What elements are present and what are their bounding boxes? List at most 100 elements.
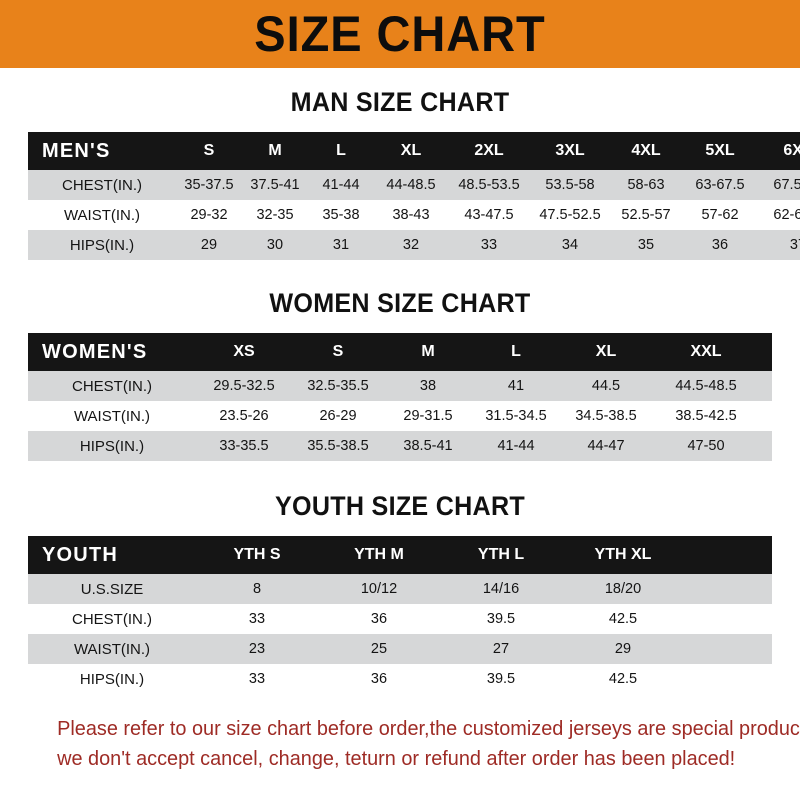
page-title: SIZE CHART xyxy=(254,6,546,62)
table-cell: 52.5-57 xyxy=(621,207,671,223)
women-row-header-label: WOMEN'S xyxy=(42,340,148,363)
table-row: HIPS(IN.) 29 30 31 32 33 34 35 36 37 xyxy=(28,230,800,260)
table-cell: 38-43 xyxy=(392,207,430,223)
youth-col-header-s: YTH S xyxy=(233,546,281,563)
table-cell: 29-31.5 xyxy=(403,408,453,424)
women-col-header-xs: XS xyxy=(233,343,255,360)
table-cell: 33 xyxy=(248,671,266,687)
men-col-header-xl: XL xyxy=(400,142,422,159)
table-row: WAIST(IN.) 29-32 32-35 35-38 38-43 43-47… xyxy=(28,200,800,230)
table-cell: 10/12 xyxy=(360,581,398,597)
table-cell: 35 xyxy=(637,237,655,253)
women-row-label-chest: CHEST(IN.) xyxy=(72,377,152,395)
men-header-row: MEN'S S M L XL 2XL 3XL 4XL 5XL 6XL xyxy=(28,132,800,170)
youth-col-header-l: YTH L xyxy=(477,546,525,563)
table-cell: 38 xyxy=(419,378,437,394)
footer-line-1: Please refer to our size chart before or… xyxy=(57,717,800,740)
table-cell: 34 xyxy=(561,237,579,253)
men-col-header-m: M xyxy=(268,142,282,159)
table-cell: 25 xyxy=(370,641,388,657)
table-cell: 8 xyxy=(252,581,262,597)
table-cell: 53.5-58 xyxy=(545,177,595,193)
table-cell: 58-63 xyxy=(627,177,665,193)
men-col-header-s: S xyxy=(203,142,215,159)
table-cell: 23.5-26 xyxy=(219,408,269,424)
table-cell-spacer xyxy=(684,634,772,664)
men-row-label-chest: CHEST(IN.) xyxy=(62,176,142,194)
table-cell: 39.5 xyxy=(486,611,516,627)
table-cell: 42.5 xyxy=(608,611,638,627)
youth-col-header-xl: YTH XL xyxy=(594,546,652,563)
table-cell: 41-44 xyxy=(497,438,535,454)
table-cell: 35-37.5 xyxy=(184,177,234,193)
table-cell-spacer xyxy=(684,574,772,604)
table-cell: 29 xyxy=(200,237,218,253)
men-col-header-5xl: 5XL xyxy=(705,142,735,159)
table-cell: 67.5-72 xyxy=(773,177,800,193)
table-cell: 27 xyxy=(492,641,510,657)
youth-header-row: YOUTH YTH S YTH M YTH L YTH XL xyxy=(28,536,772,574)
table-cell: 14/16 xyxy=(482,581,520,597)
table-cell: 47-50 xyxy=(687,438,725,454)
table-cell: 33 xyxy=(480,237,498,253)
table-cell: 44-48.5 xyxy=(386,177,436,193)
women-col-header-xxl: XXL xyxy=(690,343,722,360)
table-cell: 44-47 xyxy=(587,438,625,454)
women-col-header-m: M xyxy=(421,343,435,360)
youth-row-label-waist: WAIST(IN.) xyxy=(73,640,151,658)
table-row: CHEST(IN.) 35-37.5 37.5-41 41-44 44-48.5… xyxy=(28,170,800,200)
table-row: CHEST(IN.) 33 36 39.5 42.5 xyxy=(28,604,772,634)
table-cell: 32-35 xyxy=(256,207,294,223)
women-row-label-waist: WAIST(IN.) xyxy=(73,407,151,425)
table-cell-spacer xyxy=(684,604,772,634)
table-cell: 33-35.5 xyxy=(219,438,269,454)
table-cell: 38.5-41 xyxy=(403,438,453,454)
footer-line-2: we don't accept cancel, change, teturn o… xyxy=(57,746,736,770)
table-row: HIPS(IN.) 33 36 39.5 42.5 xyxy=(28,664,772,694)
men-col-header-3xl: 3XL xyxy=(555,142,585,159)
table-cell: 34.5-38.5 xyxy=(575,408,637,424)
youth-section-title: YOUTH SIZE CHART xyxy=(275,491,525,521)
footer-disclaimer: Please refer to our size chart before or… xyxy=(28,714,800,773)
table-cell: 42.5 xyxy=(608,671,638,687)
youth-col-header-m: YTH M xyxy=(354,546,404,563)
table-cell: 47.5-52.5 xyxy=(539,207,601,223)
men-size-table: MEN'S S M L XL 2XL 3XL 4XL 5XL 6XL CHEST… xyxy=(28,132,800,260)
table-cell: 32 xyxy=(402,237,420,253)
table-cell: 62-66.5 xyxy=(773,207,800,223)
table-cell: 36 xyxy=(711,237,729,253)
chart-body: MAN SIZE CHART MEN'S S M L XL 2XL 3XL 4X… xyxy=(0,68,800,800)
table-cell: 36 xyxy=(370,671,388,687)
table-cell: 31 xyxy=(332,237,350,253)
table-cell: 18/20 xyxy=(604,581,642,597)
table-cell: 29 xyxy=(614,641,632,657)
table-cell: 41-44 xyxy=(322,177,360,193)
youth-row-label-chest: CHEST(IN.) xyxy=(72,610,152,628)
table-cell: 29-32 xyxy=(190,207,228,223)
table-cell: 30 xyxy=(266,237,284,253)
youth-row-label-us-size: U.S.SIZE xyxy=(80,580,144,598)
men-col-header-2xl: 2XL xyxy=(474,142,504,159)
youth-row-header-label: YOUTH xyxy=(42,543,118,566)
men-section-title: MAN SIZE CHART xyxy=(290,87,510,117)
table-cell: 44.5 xyxy=(591,378,621,394)
table-row: WAIST(IN.) 23.5-26 26-29 29-31.5 31.5-34… xyxy=(28,401,772,431)
women-size-table: WOMEN'S XS S M L XL XXL CHEST(IN.) 29.5-… xyxy=(28,333,772,461)
table-cell-spacer xyxy=(760,431,772,461)
men-row-label-hips: HIPS(IN.) xyxy=(69,236,135,254)
table-row: WAIST(IN.) 23 25 27 29 xyxy=(28,634,772,664)
youth-header-spacer xyxy=(684,536,772,574)
table-cell: 48.5-53.5 xyxy=(458,177,520,193)
men-row-header-label: MEN'S xyxy=(42,139,111,162)
table-cell: 44.5-48.5 xyxy=(675,378,737,394)
table-row: HIPS(IN.) 33-35.5 35.5-38.5 38.5-41 41-4… xyxy=(28,431,772,461)
women-header-spacer xyxy=(760,333,772,371)
table-cell: 43-47.5 xyxy=(464,207,514,223)
table-cell-spacer xyxy=(760,371,772,401)
women-row-label-hips: HIPS(IN.) xyxy=(79,437,145,455)
table-cell: 37.5-41 xyxy=(250,177,300,193)
men-col-header-l: L xyxy=(336,142,346,159)
table-cell: 33 xyxy=(248,611,266,627)
table-cell: 35-38 xyxy=(322,207,360,223)
